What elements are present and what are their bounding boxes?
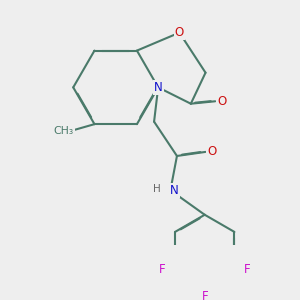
Text: N: N	[154, 81, 163, 94]
Text: F: F	[159, 263, 165, 276]
Text: O: O	[217, 95, 226, 108]
Text: CH₃: CH₃	[53, 126, 74, 136]
Text: F: F	[201, 290, 208, 300]
Text: N: N	[170, 184, 179, 197]
Text: O: O	[175, 26, 184, 39]
Text: O: O	[207, 146, 217, 158]
Text: F: F	[244, 263, 251, 276]
Text: H: H	[154, 184, 161, 194]
